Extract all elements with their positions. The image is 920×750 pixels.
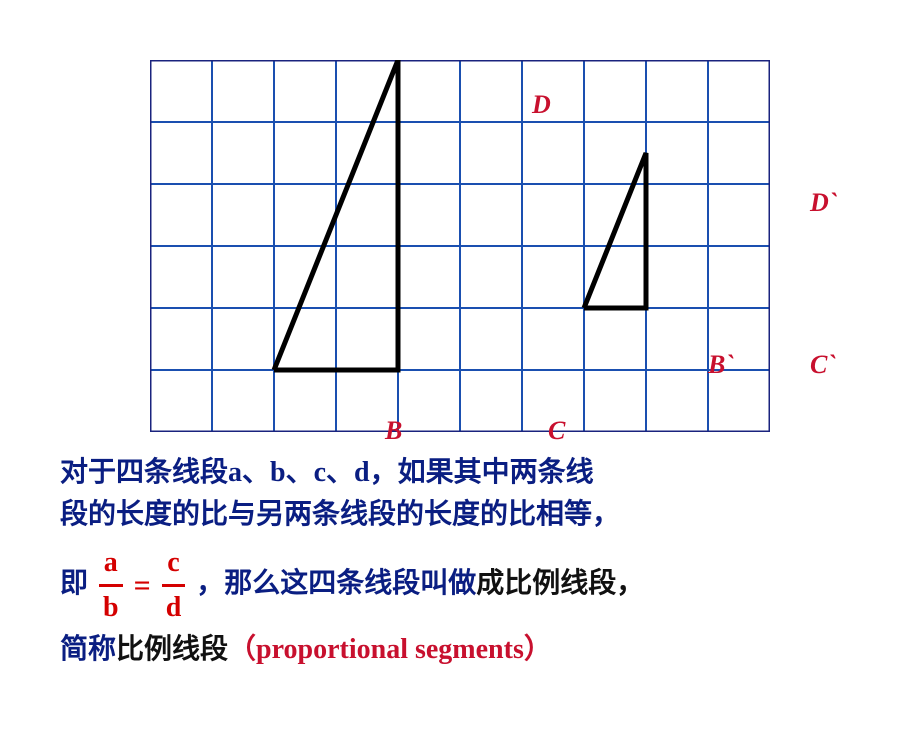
text-line-2: 段的长度的比与另两条线段的长度的比相等， (60, 499, 620, 530)
text-line-3-prefix: 即 (60, 568, 95, 599)
fraction-numerator: a (99, 542, 123, 584)
text-line-4-prefix: 简称 (60, 634, 116, 665)
point-label-B-prime: B` (708, 350, 734, 380)
equals-sign: = (134, 569, 151, 602)
fraction-c-over-d: c d (162, 542, 186, 629)
text-line-4-term: 比例线段 (116, 634, 228, 665)
fraction-a-over-b: a b (99, 542, 123, 629)
text-line-3-emphasis: 成比例线段， (476, 568, 644, 599)
fraction-denominator: d (162, 584, 186, 629)
fraction-numerator: c (162, 542, 186, 584)
point-label-D-prime: D` (810, 188, 837, 218)
fraction-denominator: b (99, 584, 123, 629)
diagram-svg (150, 60, 770, 432)
text-line-1: 对于四条线段a、b、c、d，如果其中两条线 (60, 457, 594, 488)
definition-text: 对于四条线段a、b、c、d，如果其中两条线 段的长度的比与另两条线段的长度的比相… (60, 452, 860, 671)
point-label-B: B (385, 416, 402, 446)
point-label-C: C (548, 416, 565, 446)
point-label-C-prime: C` (810, 350, 836, 380)
point-label-D: D (532, 90, 551, 120)
diagram-container: D D` B` C` B C (150, 60, 770, 432)
text-line-4-english: （proportional segments） (228, 634, 552, 665)
text-line-3-mid: ，那么这四条线段叫做 (196, 568, 476, 599)
